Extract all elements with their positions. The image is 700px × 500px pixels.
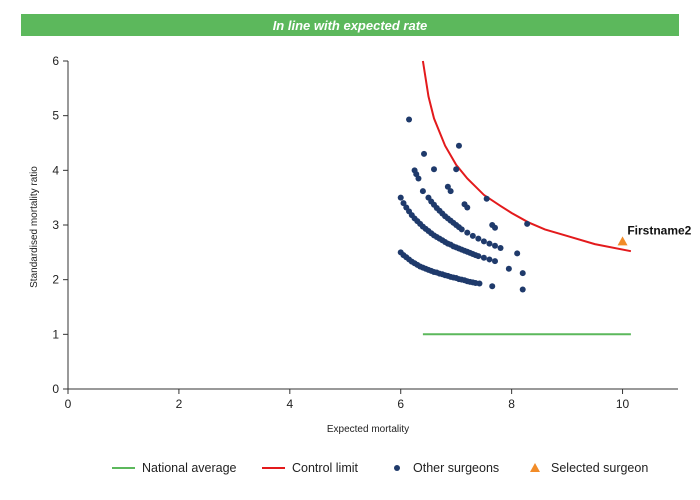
surgeon-point[interactable] xyxy=(458,226,465,233)
surgeon-point[interactable] xyxy=(489,283,496,290)
surgeon-point[interactable] xyxy=(464,204,471,211)
surgeon-point[interactable] xyxy=(400,200,407,207)
surgeon-point[interactable] xyxy=(419,188,426,195)
legend-label: National average xyxy=(142,461,237,475)
legend-label: Other surgeons xyxy=(413,461,499,475)
surgeon-point[interactable] xyxy=(421,150,428,157)
surgeon-point[interactable] xyxy=(483,195,490,202)
surgeon-point[interactable] xyxy=(492,224,498,231)
plot-area xyxy=(397,60,632,336)
surgeon-point[interactable] xyxy=(480,254,487,261)
surgeon-point[interactable] xyxy=(476,280,483,287)
x-axis-title: Expected mortality xyxy=(327,424,409,435)
surgeon-point[interactable] xyxy=(447,188,454,195)
axes: 0 1 2 3 4 5 6 0 2 4 6 8 10 xyxy=(52,54,678,411)
legend-label: Control limit xyxy=(292,461,359,475)
surgeon-point[interactable] xyxy=(519,286,526,293)
y-tick-label: 1 xyxy=(52,327,59,341)
surgeon-point[interactable] xyxy=(486,256,493,263)
surgeon-point[interactable] xyxy=(524,220,531,227)
x-tick-label: 2 xyxy=(176,397,183,411)
x-tick-label: 0 xyxy=(65,397,72,411)
y-axis-title: Standardised mortality ratio xyxy=(29,166,40,288)
legend-label: Selected surgeon xyxy=(551,461,648,475)
surgeon-point[interactable] xyxy=(444,183,451,190)
legend-item-national-average[interactable]: National average xyxy=(112,461,237,475)
surgeon-point[interactable] xyxy=(486,240,493,247)
selected-surgeon-marker[interactable] xyxy=(617,236,628,246)
y-tick-label: 3 xyxy=(52,218,59,232)
surgeon-point[interactable] xyxy=(406,116,413,123)
surgeon-point[interactable] xyxy=(480,238,487,245)
selected-surgeon-label: Firstname2 xyxy=(627,223,691,237)
x-tick-label: 8 xyxy=(508,397,515,411)
y-tick-label: 2 xyxy=(52,273,59,287)
legend-item-other-surgeons[interactable]: Other surgeons xyxy=(394,461,499,475)
x-ticks: 0 2 4 6 8 10 xyxy=(65,389,630,411)
y-tick-label: 0 xyxy=(52,382,59,396)
surgeon-point[interactable] xyxy=(492,258,498,265)
surgeon-point[interactable] xyxy=(505,265,512,272)
y-tick-label: 5 xyxy=(52,109,59,123)
legend-swatch xyxy=(394,465,400,471)
legend-item-control-limit[interactable]: Control limit xyxy=(262,461,359,475)
surgeon-point[interactable] xyxy=(475,253,482,260)
surgeon-point[interactable] xyxy=(397,194,404,201)
legend[interactable]: National average Control limit Other surge… xyxy=(112,461,648,475)
surgeon-point[interactable] xyxy=(431,166,437,173)
x-tick-label: 4 xyxy=(286,397,293,411)
surgeon-point[interactable] xyxy=(453,166,460,173)
surgeon-point[interactable] xyxy=(519,270,526,277)
surgeon-point[interactable] xyxy=(469,232,476,239)
surgeon-point[interactable] xyxy=(492,242,498,249)
y-tick-label: 6 xyxy=(52,54,59,68)
x-tick-label: 6 xyxy=(397,397,404,411)
chart-status-banner: In line with expected rate xyxy=(21,14,679,36)
y-ticks: 0 1 2 3 4 5 6 xyxy=(52,54,68,396)
surgeon-point[interactable] xyxy=(455,142,462,149)
surgeon-point[interactable] xyxy=(464,229,471,236)
banner-text: In line with expected rate xyxy=(272,17,428,33)
surgeon-point[interactable] xyxy=(514,250,521,257)
y-tick-label: 4 xyxy=(52,163,59,177)
control-limit-line xyxy=(421,60,632,253)
x-tick-label: 10 xyxy=(616,397,630,411)
surgeon-point[interactable] xyxy=(475,235,482,242)
legend-swatch xyxy=(530,463,540,472)
surgeon-point[interactable] xyxy=(415,175,422,182)
surgeon-point[interactable] xyxy=(497,244,504,251)
legend-item-selected-surgeon[interactable]: Selected surgeon xyxy=(530,461,648,475)
